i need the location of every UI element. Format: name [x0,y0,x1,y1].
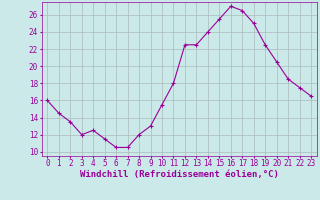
X-axis label: Windchill (Refroidissement éolien,°C): Windchill (Refroidissement éolien,°C) [80,170,279,179]
